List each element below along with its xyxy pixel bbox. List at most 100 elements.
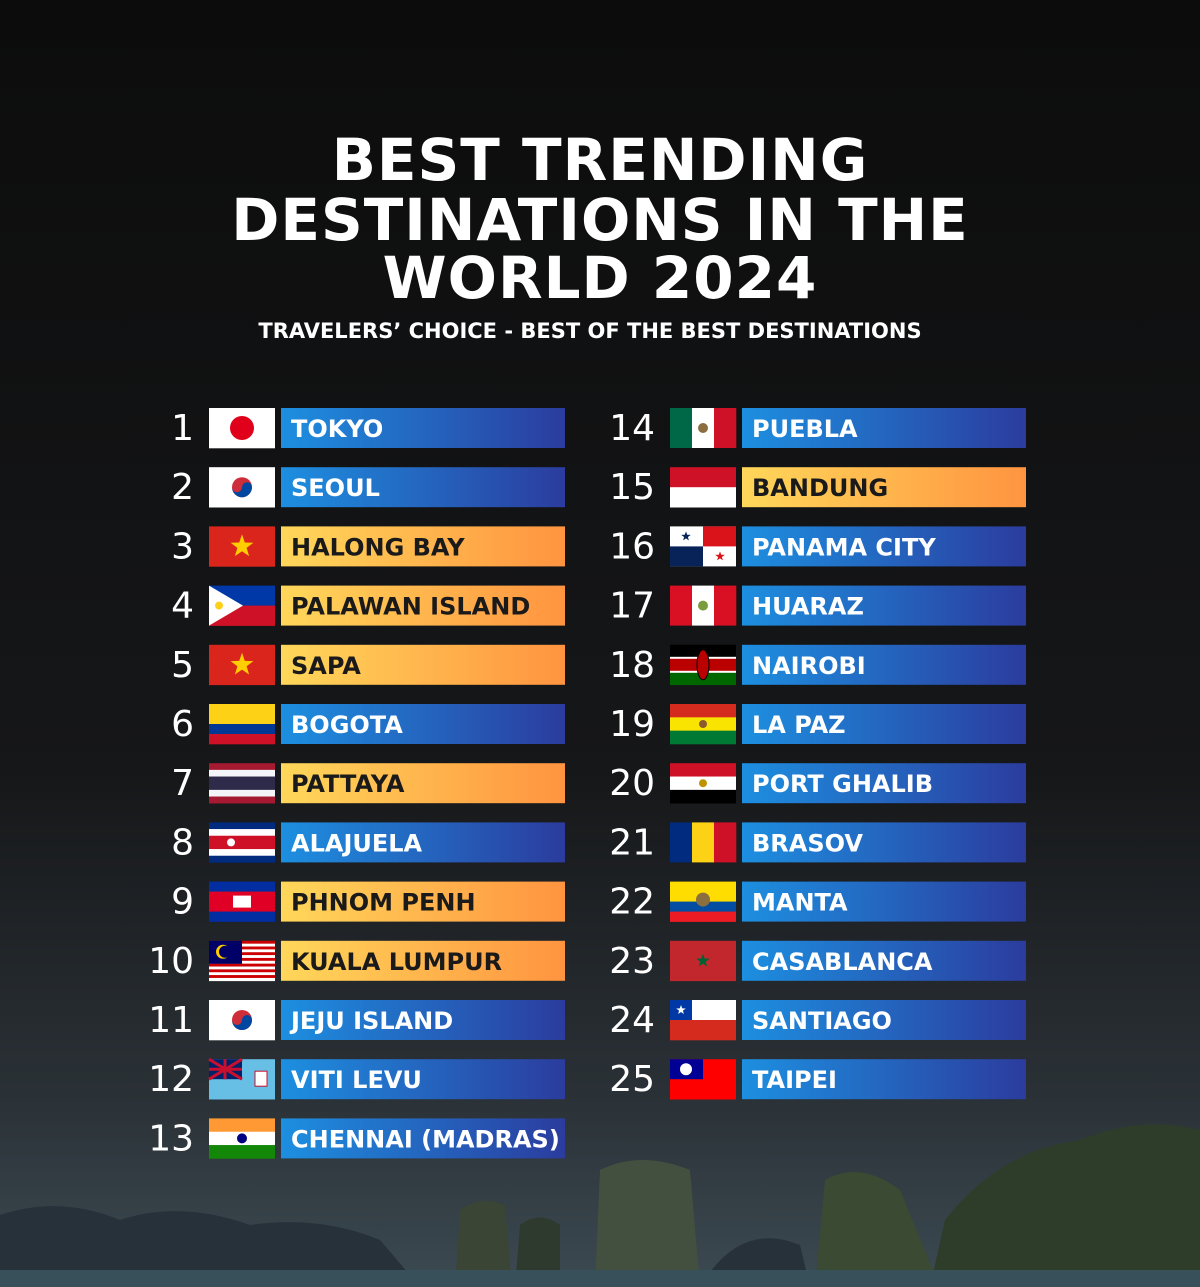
name-bar: [742, 1000, 1026, 1040]
destination-row: 18 NAIROBI: [609, 644, 1026, 686]
flag-part: [209, 855, 275, 863]
destination-row: 4 PALAWAN ISLAND: [171, 585, 565, 627]
flag-part: [692, 822, 715, 863]
flag-part: [227, 838, 235, 847]
rank: 22: [609, 882, 655, 923]
rank: 2: [171, 467, 194, 508]
flag-part: [237, 1133, 247, 1144]
flag: [208, 1057, 275, 1100]
rank: 6: [171, 704, 194, 745]
destination-row: 13 CHENNAI (MADRAS): [148, 1118, 565, 1159]
flag-part: [680, 1063, 692, 1076]
flag-part: [715, 551, 725, 561]
destination-name: SANTIAGO: [752, 1007, 892, 1035]
flag-part: [698, 423, 708, 433]
destination-name: VITI LEVU: [291, 1066, 422, 1094]
name-bar: [281, 526, 565, 567]
name-bar: [742, 763, 1026, 804]
flag: [209, 822, 275, 863]
rank: 20: [609, 763, 655, 804]
name-bar: [281, 1118, 565, 1159]
rank: 7: [171, 763, 194, 804]
flag-part: [670, 467, 736, 488]
flag-part: [209, 585, 243, 626]
flag-part: [209, 822, 275, 830]
destination-row: 16 PANAMA CITY: [609, 526, 1026, 567]
destination-name: CHENNAI (MADRAS): [291, 1125, 560, 1153]
name-bar: [742, 822, 1026, 863]
flag-part: [699, 779, 707, 788]
flag-part: [670, 789, 736, 804]
name-bar: [281, 822, 565, 863]
rank: 12: [148, 1059, 194, 1100]
rank: 11: [148, 1000, 194, 1041]
flag: [670, 467, 736, 508]
flag: [670, 408, 737, 448]
rank: 9: [171, 882, 194, 923]
flag-part: [209, 763, 275, 771]
flag-part: [209, 881, 275, 892]
flag-part: [208, 1057, 243, 1081]
name-bar: [742, 585, 1026, 626]
flag: [209, 408, 275, 449]
destination-row: 1 TOKYO: [171, 408, 565, 449]
flag-part: [670, 546, 703, 567]
destination-row: 22 MANTA: [609, 881, 1026, 923]
rank: 4: [171, 586, 194, 627]
destination-name: MANTA: [752, 889, 848, 917]
destination-row: 14 PUEBLA: [609, 408, 1026, 449]
destination-name: SAPA: [291, 652, 361, 680]
name-bar: [281, 408, 565, 448]
rank: 10: [148, 941, 194, 982]
flag-part: [219, 945, 231, 958]
rank: 24: [609, 1000, 655, 1041]
flag: [209, 763, 275, 804]
destination-name: PORT GHALIB: [752, 770, 933, 798]
name-bar: [281, 644, 565, 685]
flag: [209, 1118, 275, 1159]
name-bar: [742, 644, 1026, 685]
flag-part: [703, 526, 736, 547]
destination-name: PHNOM PENH: [291, 889, 476, 917]
flag: [209, 644, 275, 686]
destination-row: 9 PHNOM PENH: [171, 881, 565, 923]
destination-row: 24 SANTIAGO: [609, 1000, 1026, 1041]
destination-name: ALAJUELA: [291, 829, 423, 857]
destination-name: SEOUL: [291, 474, 380, 502]
destination-row: 7 PATTAYA: [171, 763, 565, 804]
flag-part: [209, 835, 275, 850]
flag-part: [230, 416, 254, 440]
rank: 8: [171, 822, 194, 863]
name-bar: [281, 940, 565, 981]
flag-part: [714, 408, 737, 448]
name-bar: [742, 526, 1026, 567]
name-bar: [742, 467, 1026, 508]
destination-row: 12 VITI LEVU: [148, 1057, 565, 1100]
flag-part: [696, 953, 710, 967]
flag-part: [699, 720, 707, 728]
destination-name: NAIROBI: [752, 652, 866, 680]
destination-name: PANAMA CITY: [752, 533, 936, 561]
flag-part: [209, 769, 275, 777]
flag-part: [714, 585, 737, 626]
flag-part: [209, 977, 275, 982]
flag-part: [209, 724, 275, 735]
flag-part: [209, 911, 275, 922]
destination-row: 3 HALONG BAY: [171, 526, 565, 567]
name-bar: [281, 763, 565, 804]
destination-row: 20 PORT GHALIB: [609, 763, 1026, 804]
flag-part: [209, 972, 275, 976]
destination-row: 25 TAIPEI: [609, 1059, 1026, 1100]
destination-list: 1 TOKYO 2 SEOUL 3 HALONG BAY 4 PALAWAN ISLAND 5 S…: [148, 408, 1026, 1159]
flag-part: [670, 901, 736, 912]
flag-part: [209, 796, 275, 804]
flag-part: [209, 969, 275, 973]
flag-part: [209, 829, 275, 837]
flag-part: [696, 649, 710, 681]
flag-part: [232, 1015, 252, 1030]
destination-name: HALONG BAY: [291, 533, 465, 561]
flag-part: [233, 895, 251, 908]
destination-name: BANDUNG: [752, 474, 888, 502]
name-bar: [281, 467, 565, 508]
